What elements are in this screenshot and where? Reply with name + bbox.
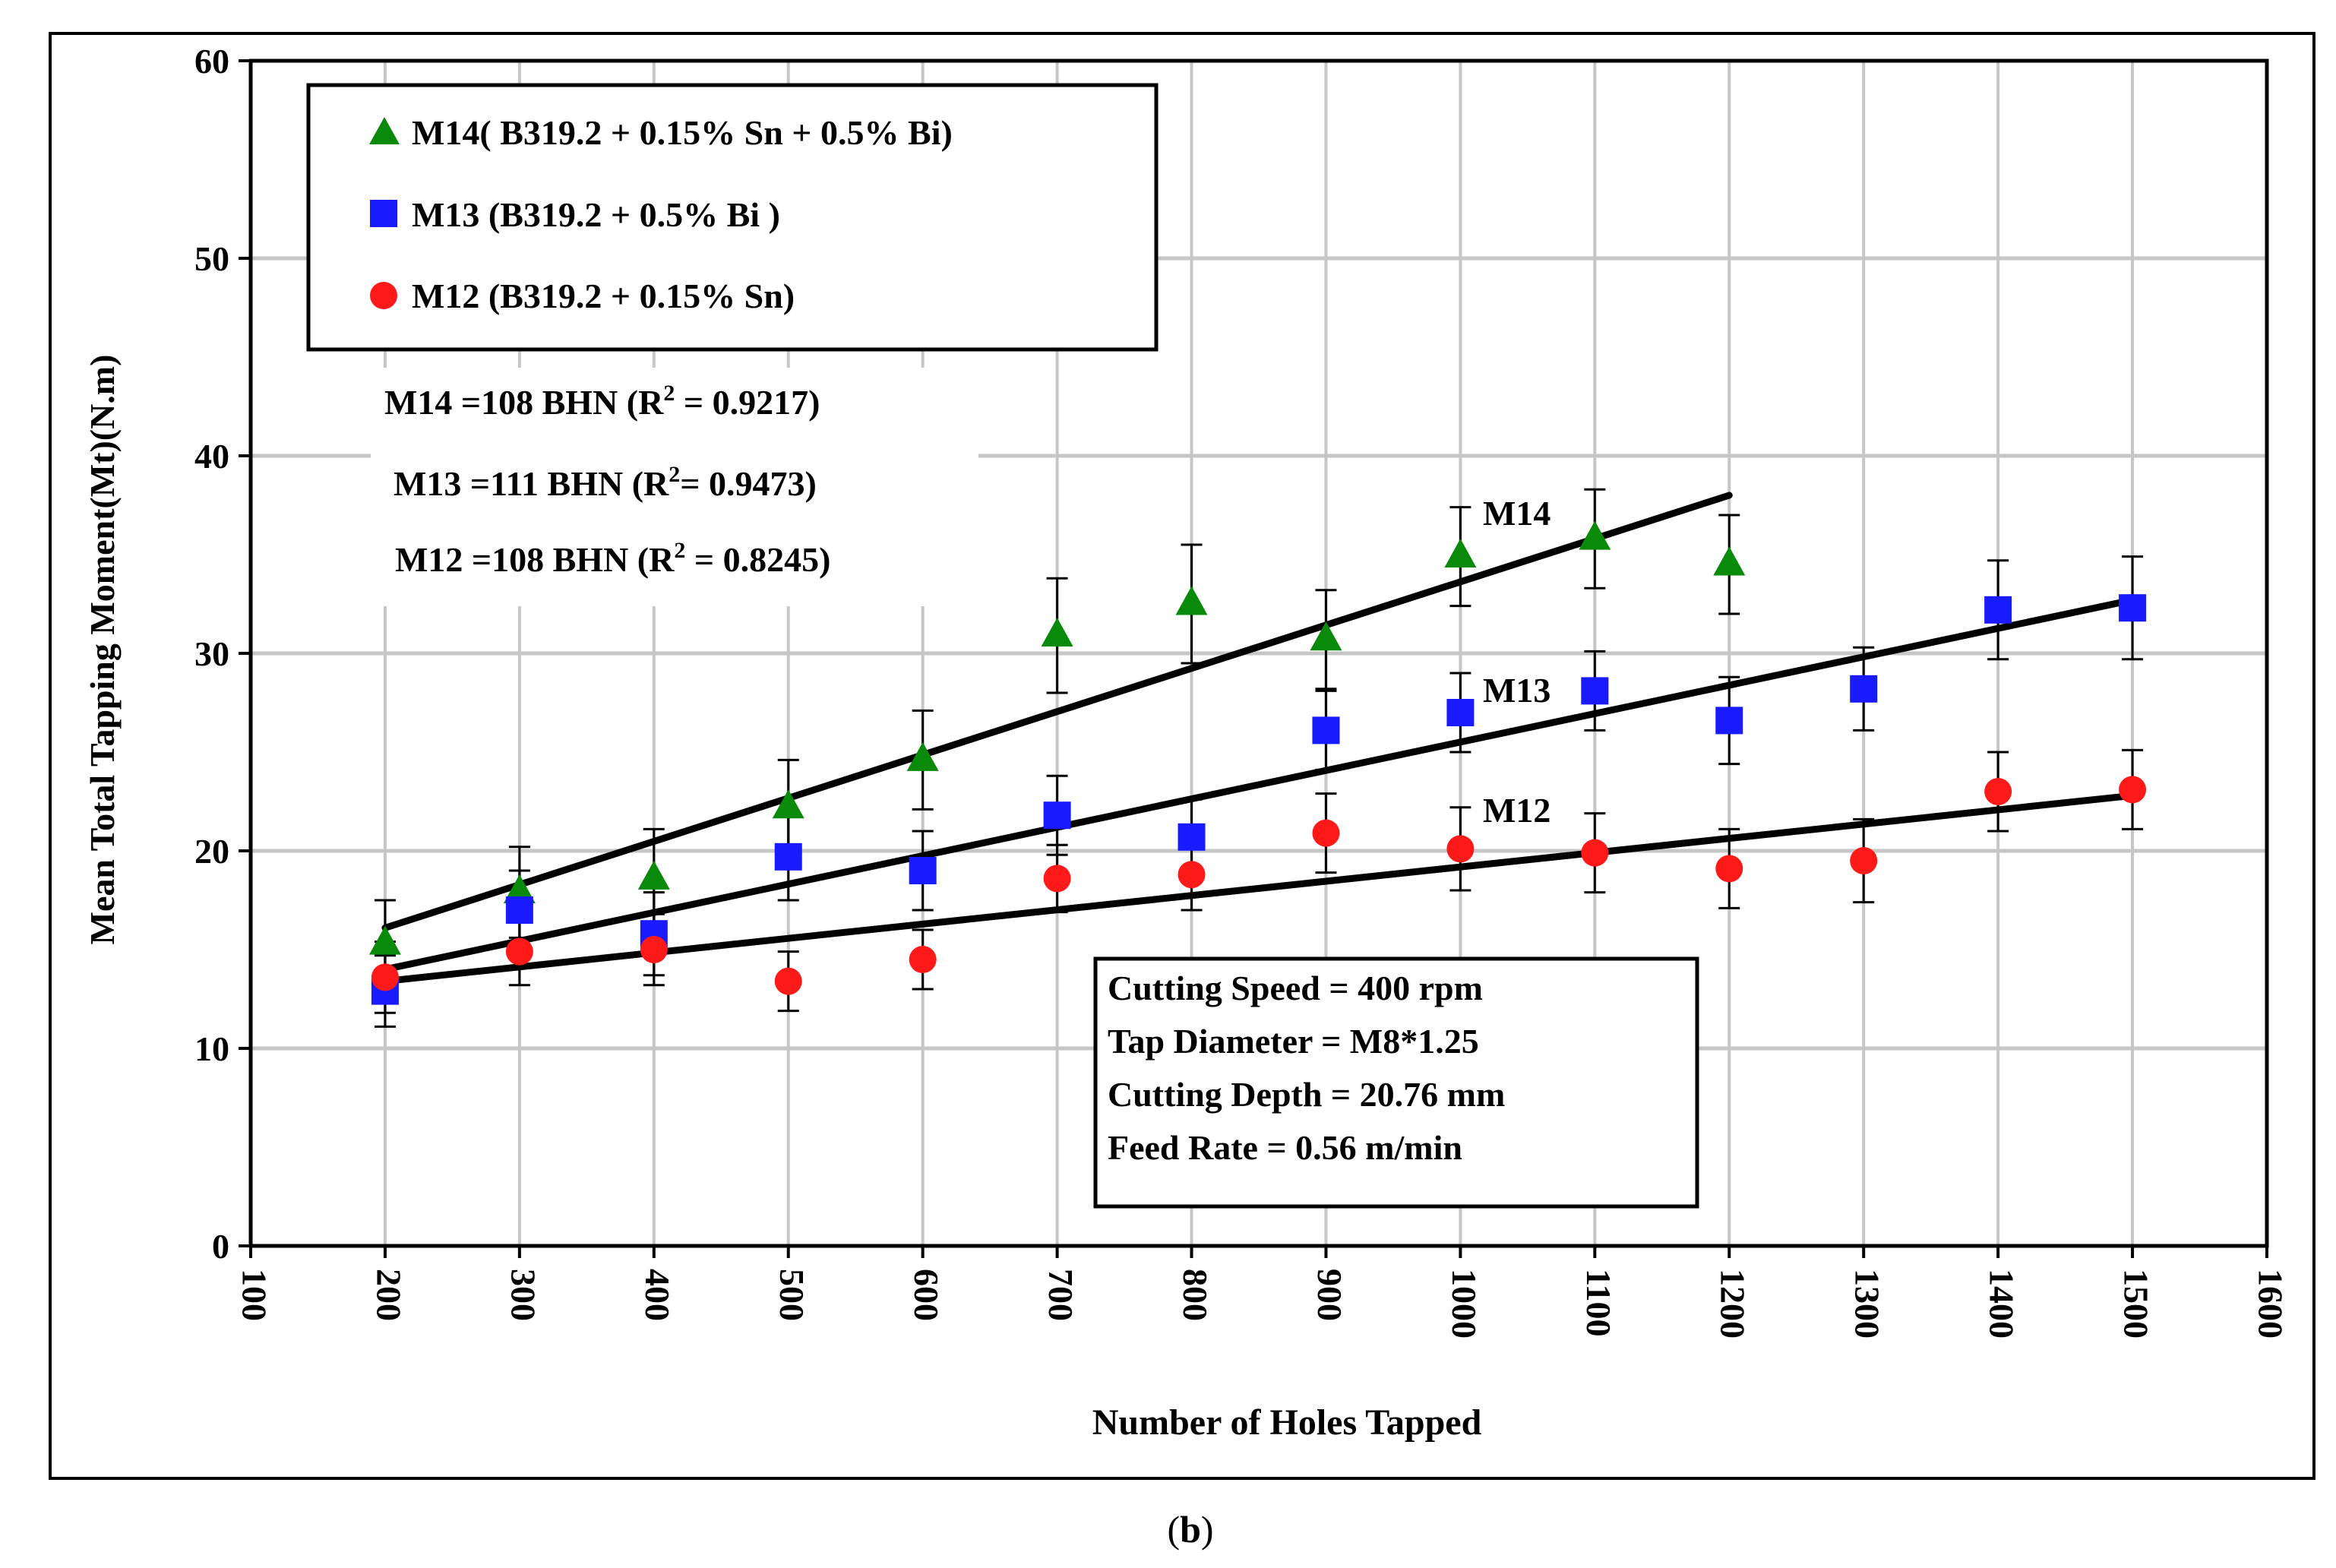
x-tick-label-500: 500 bbox=[773, 1269, 811, 1321]
x-tick-label-600: 600 bbox=[907, 1269, 946, 1321]
point-m14-1000 bbox=[1444, 539, 1477, 568]
fit-annotation-m14: M14 =108 BHN (R2 = 0.9217) bbox=[384, 381, 820, 422]
trend-line-m14 bbox=[381, 492, 1733, 931]
point-m13-1400 bbox=[1984, 596, 2012, 624]
trend-label-m12: M12 bbox=[1483, 791, 1550, 830]
point-m13-1000 bbox=[1446, 699, 1475, 726]
point-m12-200 bbox=[371, 963, 399, 991]
point-m12-1500 bbox=[2119, 776, 2147, 804]
point-m12-600 bbox=[909, 946, 937, 973]
point-m14-300 bbox=[503, 874, 536, 904]
y-tick-label-0: 0 bbox=[212, 1227, 229, 1266]
point-m14-400 bbox=[637, 860, 670, 890]
conditions-box: Cutting Speed = 400 rpm Tap Diameter = M… bbox=[1093, 956, 1699, 1209]
figure-caption: (b) bbox=[1167, 1508, 1213, 1551]
point-m13-800 bbox=[1177, 823, 1206, 851]
y-tick-label-10: 10 bbox=[194, 1029, 229, 1068]
condition-cutting-depth: Cutting Depth = 20.76 mm bbox=[1108, 1075, 1505, 1114]
fit-annotation-m13-superscript: 2 bbox=[669, 462, 680, 487]
x-tick-label-1100: 1100 bbox=[1579, 1269, 1618, 1336]
x-tick-label-1500: 1500 bbox=[2117, 1269, 2156, 1339]
condition-feed-rate: Feed Rate = 0.56 m/min bbox=[1108, 1128, 1462, 1167]
condition-tap-diameter: Tap Diameter = M8*1.25 bbox=[1108, 1022, 1479, 1061]
x-tick-label-100: 100 bbox=[235, 1269, 273, 1321]
point-m13-500 bbox=[774, 842, 802, 871]
fit-annotation-background bbox=[371, 368, 978, 606]
point-m12-1200 bbox=[1715, 855, 1743, 883]
x-tick-label-1300: 1300 bbox=[1848, 1269, 1887, 1339]
legend-marker-m12 bbox=[370, 282, 397, 309]
point-m14-1100 bbox=[1579, 520, 1611, 550]
point-m12-400 bbox=[640, 936, 668, 963]
y-tick-label-20: 20 bbox=[194, 832, 229, 871]
legend-marker-m13 bbox=[370, 200, 397, 227]
data-markers bbox=[368, 520, 2147, 1005]
point-m12-1000 bbox=[1446, 835, 1475, 863]
legend-label-m14: M14( B319.2 + 0.15% Sn + 0.5% Bi) bbox=[412, 113, 953, 152]
x-tick-label-300: 300 bbox=[504, 1269, 542, 1321]
legend-label-m13: M13 (B319.2 + 0.5% Bi ) bbox=[412, 195, 780, 234]
conditions-box-frame bbox=[1093, 956, 1699, 1209]
y-tick-label-30: 30 bbox=[194, 634, 229, 673]
fit-annotation-m12-superscript: 2 bbox=[674, 538, 685, 563]
point-m12-1400 bbox=[1984, 778, 2012, 805]
point-m12-1100 bbox=[1581, 839, 1609, 867]
trend-line-m13 bbox=[381, 596, 2136, 973]
trend-label-m14: M14 bbox=[1483, 494, 1550, 533]
legend-marker-m14 bbox=[369, 117, 400, 144]
point-m12-800 bbox=[1177, 861, 1206, 889]
point-m13-300 bbox=[505, 896, 533, 924]
figure-border bbox=[49, 32, 2315, 1480]
point-m14-200 bbox=[368, 925, 401, 955]
x-tick-label-1000: 1000 bbox=[1445, 1269, 1484, 1339]
x-tick-label-1400: 1400 bbox=[1983, 1269, 2021, 1339]
y-tick-label-60: 60 bbox=[194, 42, 229, 81]
x-tick-label-900: 900 bbox=[1310, 1269, 1349, 1321]
legend-label-m12: M12 (B319.2 + 0.15% Sn) bbox=[412, 277, 795, 315]
x-tick-label-700: 700 bbox=[1042, 1269, 1080, 1321]
x-axis-title: Number of Holes Tapped bbox=[1092, 1402, 1482, 1443]
point-m13-1100 bbox=[1581, 677, 1609, 705]
point-m13-900 bbox=[1312, 716, 1340, 744]
point-m12-700 bbox=[1043, 865, 1071, 893]
legend-box bbox=[306, 83, 1159, 352]
point-m14-800 bbox=[1175, 586, 1208, 615]
axis-ticks: 100 200 300 400 500 600 700 800 900 1000 1100 1200 1… bbox=[194, 42, 2290, 1339]
point-m14-900 bbox=[1310, 621, 1342, 651]
legend: M14( B319.2 + 0.15% Sn + 0.5% Bi) M13 (B… bbox=[306, 83, 1159, 352]
y-tick-label-50: 50 bbox=[194, 239, 229, 278]
point-m12-300 bbox=[505, 937, 533, 966]
x-tick-label-200: 200 bbox=[369, 1269, 408, 1321]
x-tick-label-800: 800 bbox=[1176, 1269, 1215, 1321]
fit-annotation-m13: M13 =111 BHN (R2= 0.9473) bbox=[394, 462, 817, 503]
point-m13-700 bbox=[1043, 801, 1071, 830]
point-m14-600 bbox=[906, 741, 939, 771]
y-axis-title: Mean Total Tapping Moment(Mt)(N.m) bbox=[83, 355, 122, 945]
condition-cutting-speed: Cutting Speed = 400 rpm bbox=[1108, 969, 1483, 1007]
point-m14-1200 bbox=[1713, 546, 1746, 576]
point-m14-500 bbox=[772, 789, 804, 819]
point-m12-500 bbox=[774, 967, 802, 995]
x-tick-label-1600: 1600 bbox=[2251, 1269, 2290, 1339]
trend-label-m13: M13 bbox=[1483, 671, 1550, 710]
fit-annotations: M14 =108 BHN (R2 = 0.9217) M13 =111 BHN … bbox=[371, 368, 978, 606]
point-m14-700 bbox=[1041, 618, 1073, 647]
point-m13-1200 bbox=[1715, 707, 1743, 735]
point-m13-1500 bbox=[2119, 594, 2147, 622]
x-tick-label-1200: 1200 bbox=[1714, 1269, 1753, 1339]
point-m13-1300 bbox=[1850, 675, 1878, 703]
point-m12-900 bbox=[1312, 819, 1340, 847]
point-m12-1300 bbox=[1850, 847, 1878, 874]
trend-lines bbox=[381, 492, 2136, 985]
fit-annotation-m14-superscript: 2 bbox=[663, 381, 675, 406]
x-tick-label-400: 400 bbox=[638, 1269, 677, 1321]
trend-line-m12 bbox=[381, 792, 2136, 985]
y-tick-label-40: 40 bbox=[194, 437, 229, 476]
fit-annotation-m12: M12 =108 BHN (R2 = 0.8245) bbox=[395, 538, 830, 579]
point-m13-600 bbox=[909, 857, 937, 884]
